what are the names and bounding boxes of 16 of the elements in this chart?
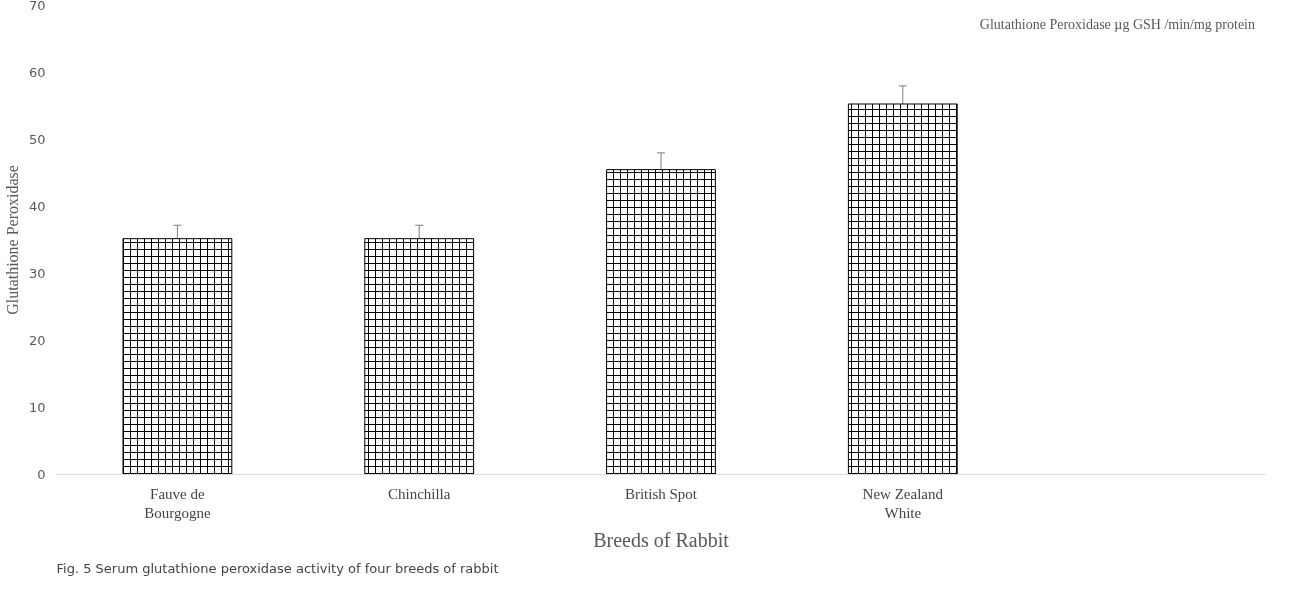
x-tick-label: British Spot bbox=[624, 485, 698, 502]
y-tick-label: 40 bbox=[28, 199, 46, 214]
y-tick-label: 50 bbox=[28, 132, 46, 147]
x-tick-label: Fauve de Bourgogne bbox=[144, 485, 211, 521]
x-tick-label: Chinchilla bbox=[387, 485, 451, 502]
text: Glutathione Peroxidase µg GSH /min/mg protein bbox=[979, 17, 1255, 33]
y-tick-label: 30 bbox=[28, 266, 46, 281]
x-axis-title: Breeds of Rabbit bbox=[593, 528, 730, 551]
y-tick-label: 20 bbox=[28, 333, 46, 348]
x-tick-label: New Zealand White bbox=[862, 485, 944, 521]
y-tick-label: 0 bbox=[37, 467, 46, 482]
y-axis-title: Glutathione Peroxidase bbox=[3, 165, 21, 315]
y-tick-label: 10 bbox=[28, 400, 46, 415]
y-tick-label: 70 bbox=[28, 0, 46, 13]
caption: Fig. 5 Serum glutathione peroxidase activity of four breeds of rabbit bbox=[56, 560, 499, 576]
y-tick-label: 60 bbox=[28, 65, 46, 80]
